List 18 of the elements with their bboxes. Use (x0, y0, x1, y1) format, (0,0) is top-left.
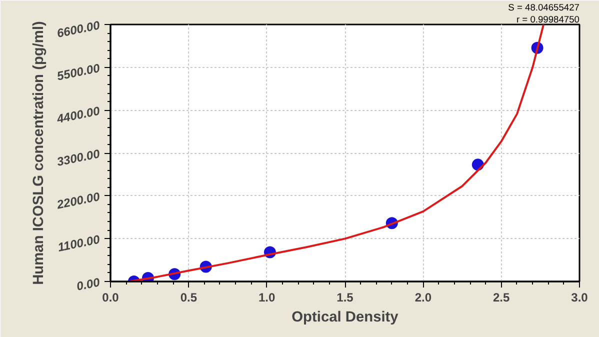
x-tick-label: 2.5 (492, 290, 510, 304)
y-tick-label: 0.00 (75, 275, 102, 294)
x-tick-label: 1.5 (336, 290, 354, 304)
y-tick-label: 6600.00 (56, 18, 102, 40)
text: r = 0.99984750 (516, 14, 580, 24)
x-tick-label: 0.0 (102, 290, 120, 304)
x-tick-label: 0.5 (180, 290, 198, 304)
y-tick-label: 3300.00 (56, 146, 102, 169)
y-axis-title: Human ICOSLG concentration (pg/ml) (31, 20, 48, 285)
x-tick-label: 2.0 (414, 290, 432, 304)
text: S = 48.04655427 (508, 2, 580, 12)
x-tick-label: 1.0 (258, 290, 276, 304)
y-tick-label: 2200.00 (54, 189, 102, 212)
y-tick-label: 1100.00 (56, 232, 102, 254)
y-tick-label: 4400.00 (54, 104, 102, 126)
x-axis-title: Optical Density (292, 310, 400, 326)
y-tick-label: 5500.00 (56, 60, 102, 84)
x-tick-label: 3.0 (571, 290, 588, 304)
